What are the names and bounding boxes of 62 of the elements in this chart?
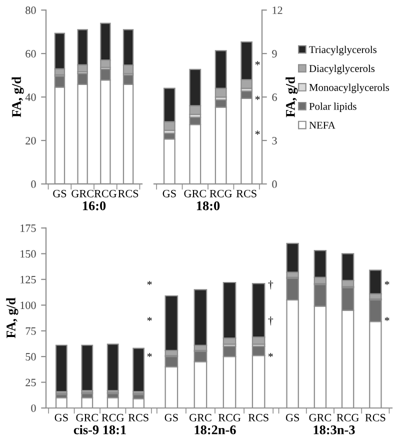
x-axis-title: 18:3n-3 bbox=[314, 425, 355, 434]
x-tick-label: GRC bbox=[309, 414, 331, 422]
y2-axis-title: FA, g/d bbox=[286, 76, 298, 118]
legend-label: Monoacylglycerols bbox=[309, 84, 390, 94]
y2-tick-label: 0 bbox=[272, 180, 277, 188]
annotation: † bbox=[268, 316, 274, 326]
y2-tick-label: 6 bbox=[272, 94, 277, 101]
y-tick-label: 60 bbox=[26, 50, 36, 58]
y-tick-label: 80 bbox=[26, 6, 36, 14]
legend-label: Triacylglycerols bbox=[309, 46, 376, 56]
x-tick-label: GS bbox=[54, 414, 68, 422]
legend-label: Diacylglycerols bbox=[309, 64, 375, 74]
annotation: * bbox=[147, 280, 152, 286]
x-tick-label: RCG bbox=[102, 414, 124, 422]
annotation: * bbox=[268, 352, 273, 358]
x-tick-label: GRC bbox=[184, 190, 206, 198]
y-tick-label: 0 bbox=[31, 404, 36, 412]
x-tick-label: RCS bbox=[236, 190, 256, 198]
x-tick-label: GRC bbox=[190, 414, 212, 422]
annotation: * bbox=[255, 130, 260, 135]
x-tick-label: RCG bbox=[336, 414, 359, 422]
y2-tick-label: 3 bbox=[272, 136, 277, 144]
x-tick-label: GRC bbox=[72, 190, 94, 198]
y-tick-label: 100 bbox=[20, 302, 36, 310]
y-tick-label: 175 bbox=[20, 224, 36, 232]
x-tick-label: RCG bbox=[218, 414, 241, 422]
y2-tick-label: 9 bbox=[272, 50, 277, 58]
x-tick-label: GS bbox=[286, 414, 299, 422]
y-tick-label: 20 bbox=[26, 136, 36, 144]
annotation: * bbox=[147, 316, 152, 322]
y-tick-label: 40 bbox=[25, 93, 36, 101]
y-tick-label: 125 bbox=[20, 276, 36, 284]
annotation: * bbox=[384, 316, 390, 322]
annotation: * bbox=[255, 61, 260, 66]
x-tick-label: RCS bbox=[128, 414, 148, 422]
y-tick-label: 150 bbox=[20, 250, 36, 258]
annotation: * bbox=[384, 280, 390, 286]
y-tick-label: 0 bbox=[31, 180, 36, 188]
y-tick-label: 75 bbox=[26, 327, 36, 335]
annotation: * bbox=[255, 96, 260, 100]
y2-tick-label: 12 bbox=[272, 6, 282, 14]
x-tick-label: GS bbox=[164, 414, 178, 422]
x-axis-title: 18:2n-6 bbox=[194, 425, 236, 434]
x-tick-label: RCS bbox=[248, 414, 268, 422]
x-tick-label: RCG bbox=[210, 190, 232, 198]
x-axis-title: 16:0 bbox=[82, 201, 106, 210]
y-tick-label: 50 bbox=[26, 353, 36, 361]
x-tick-label: RCG bbox=[94, 190, 117, 198]
y-tick-label: 25 bbox=[26, 378, 36, 386]
x-axis-title: cis-9 18:1 bbox=[74, 425, 126, 434]
x-axis-title: 18:0 bbox=[196, 201, 220, 210]
legend-label: NEFA bbox=[309, 122, 336, 129]
x-tick-label: GRC bbox=[76, 414, 98, 422]
y-axis-title: FA, g/d bbox=[6, 298, 18, 338]
legend-label: Polar lipids bbox=[309, 102, 356, 112]
annotation: * bbox=[147, 352, 152, 358]
x-tick-label: RCS bbox=[365, 414, 386, 422]
x-tick-label: GS bbox=[53, 190, 66, 198]
x-tick-label: RCS bbox=[118, 190, 138, 198]
annotation: † bbox=[268, 280, 274, 290]
y-axis-title: FA, g/d bbox=[12, 76, 24, 118]
x-tick-label: GS bbox=[162, 190, 176, 198]
